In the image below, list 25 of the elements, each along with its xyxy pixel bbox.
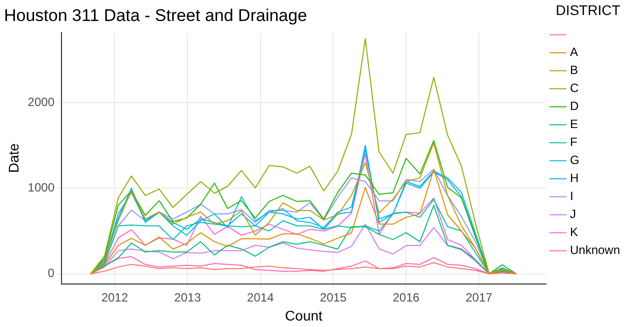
legend-label: B — [570, 63, 578, 78]
legend-label: Unknown — [570, 243, 620, 258]
x-tick-label: 2015 — [320, 290, 347, 304]
x-tick-label: 2012 — [101, 290, 128, 304]
x-tick-label: 2013 — [174, 290, 202, 304]
legend-label: H — [570, 171, 579, 186]
legend-label: F — [570, 135, 578, 150]
legend-label: E — [570, 117, 578, 132]
legend-label: D — [570, 99, 579, 114]
legend-label: J — [570, 207, 576, 222]
legend-label: C — [570, 81, 579, 96]
legend-label: I — [570, 189, 574, 204]
legend-label: A — [570, 45, 578, 60]
chart-title: Houston 311 Data - Street and Drainage — [4, 6, 308, 25]
x-tick-label: 2016 — [392, 290, 420, 304]
x-axis-title: Count — [285, 307, 323, 324]
y-tick-label: 2000 — [28, 94, 55, 109]
x-tick-label: 2017 — [466, 290, 493, 304]
y-axis-title: Date — [5, 143, 22, 173]
legend-label: G — [570, 153, 580, 168]
legend-title: DISTRICT — [556, 2, 621, 18]
y-tick-label: 1000 — [28, 180, 55, 195]
x-tick-label: 2014 — [247, 290, 274, 304]
y-tick-label: 0 — [48, 266, 55, 280]
legend-label: K — [570, 225, 578, 240]
